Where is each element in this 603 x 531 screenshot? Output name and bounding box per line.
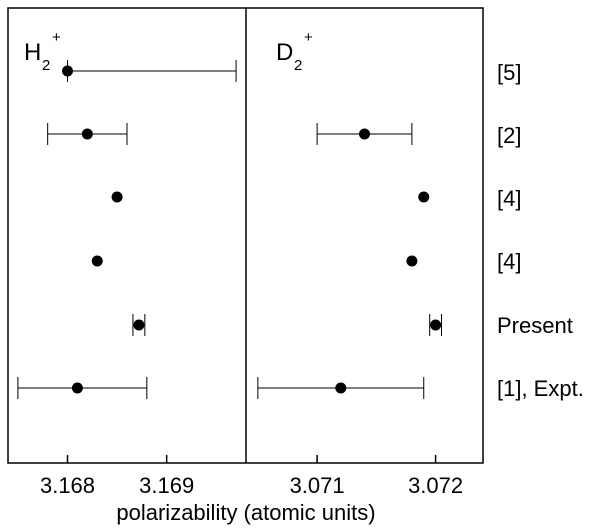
data-point (335, 382, 347, 394)
row-label: Present (497, 313, 573, 338)
panel-title-main: D (276, 39, 293, 66)
panel-title-sub: 2 (42, 57, 50, 74)
panel-title-sub: 2 (294, 57, 302, 74)
data-point (111, 191, 123, 203)
x-tick-label: 3.169 (139, 473, 194, 498)
data-point (133, 319, 145, 331)
data-point (81, 128, 93, 140)
panel-title-sup: + (52, 29, 61, 46)
data-point (430, 319, 442, 331)
row-labels: [5] [2] [4] [4] Present [1], Expt. (497, 60, 584, 401)
panel-title-sup: + (304, 29, 313, 46)
row-label: [5] (497, 60, 521, 85)
data-point (91, 255, 103, 267)
x-tick-label: 3.072 (408, 473, 463, 498)
x-tick-label: 3.168 (40, 473, 95, 498)
panel-title-h2plus: H 2 + (24, 29, 61, 74)
data-point (418, 191, 430, 203)
data-point (359, 128, 370, 140)
panel-title-d2plus: D 2 + (276, 29, 313, 74)
data-point (71, 382, 83, 394)
data-point (406, 255, 418, 267)
data-point (62, 65, 73, 77)
panel-d2plus: 3.071 3.072 (257, 123, 463, 498)
x-axis-label: polarizability (atomic units) (116, 500, 375, 525)
row-label: [1], Expt. (497, 376, 584, 401)
row-label: [2] (497, 123, 521, 148)
panel-h2plus: 3.168 3.169 (17, 60, 237, 498)
row-label: [4] (497, 249, 521, 274)
panel-title-main: H (24, 39, 41, 66)
x-tick-label: 3.071 (290, 473, 345, 498)
row-label: [4] (497, 186, 521, 211)
